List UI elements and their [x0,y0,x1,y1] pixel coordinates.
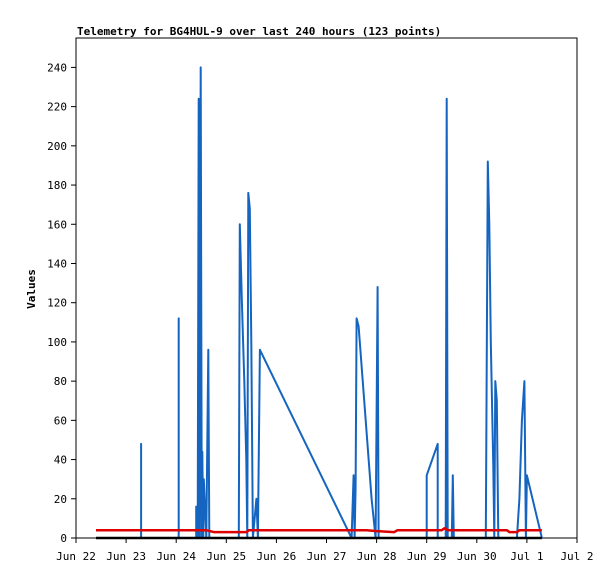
x-tick-label: Jun 23 [106,550,146,563]
x-tick-label: Jul 1 [510,550,543,563]
y-tick-label: 220 [47,101,67,114]
series-line-2 [96,526,542,534]
x-tick-label: Jun 22 [56,550,96,563]
x-tick-label: Jul 2 [560,550,593,563]
x-tick-label: Jun 27 [307,550,347,563]
y-tick-label: 60 [54,414,67,427]
y-tick-label: 80 [54,375,67,388]
y-tick-label: 140 [47,257,67,270]
x-tick-label: Jun 25 [206,550,246,563]
y-tick-label: 160 [47,218,67,231]
y-tick-label: 100 [47,336,67,349]
x-tick-label: Jun 29 [407,550,447,563]
y-tick-label: 40 [54,454,67,467]
x-tick-label: Jun 30 [457,550,497,563]
y-axis-label: Values [25,269,38,309]
chart-title: Telemetry for BG4HUL-9 over last 240 hou… [77,25,441,38]
x-tick-label: Jun 28 [357,550,397,563]
y-axis: 0 20 40 60 80 100 120 140 160 180 200 220 240 [47,61,76,545]
y-tick-label: 180 [47,179,67,192]
x-tick-label: Jun 24 [156,550,196,563]
y-tick-label: 20 [54,493,67,506]
x-axis: Jun 22 Jun 23 Jun 24 Jun 25 Jun 26 Jun 27 Jun … [56,538,594,563]
y-tick-label: 240 [47,61,67,74]
plot-frame [75,37,578,539]
y-tick-label: 0 [60,532,67,545]
x-tick-label: Jun 26 [257,550,297,563]
y-tick-label: 120 [47,297,67,310]
series-line-1 [96,66,543,539]
series-layer [96,66,543,540]
y-tick-label: 200 [47,140,67,153]
